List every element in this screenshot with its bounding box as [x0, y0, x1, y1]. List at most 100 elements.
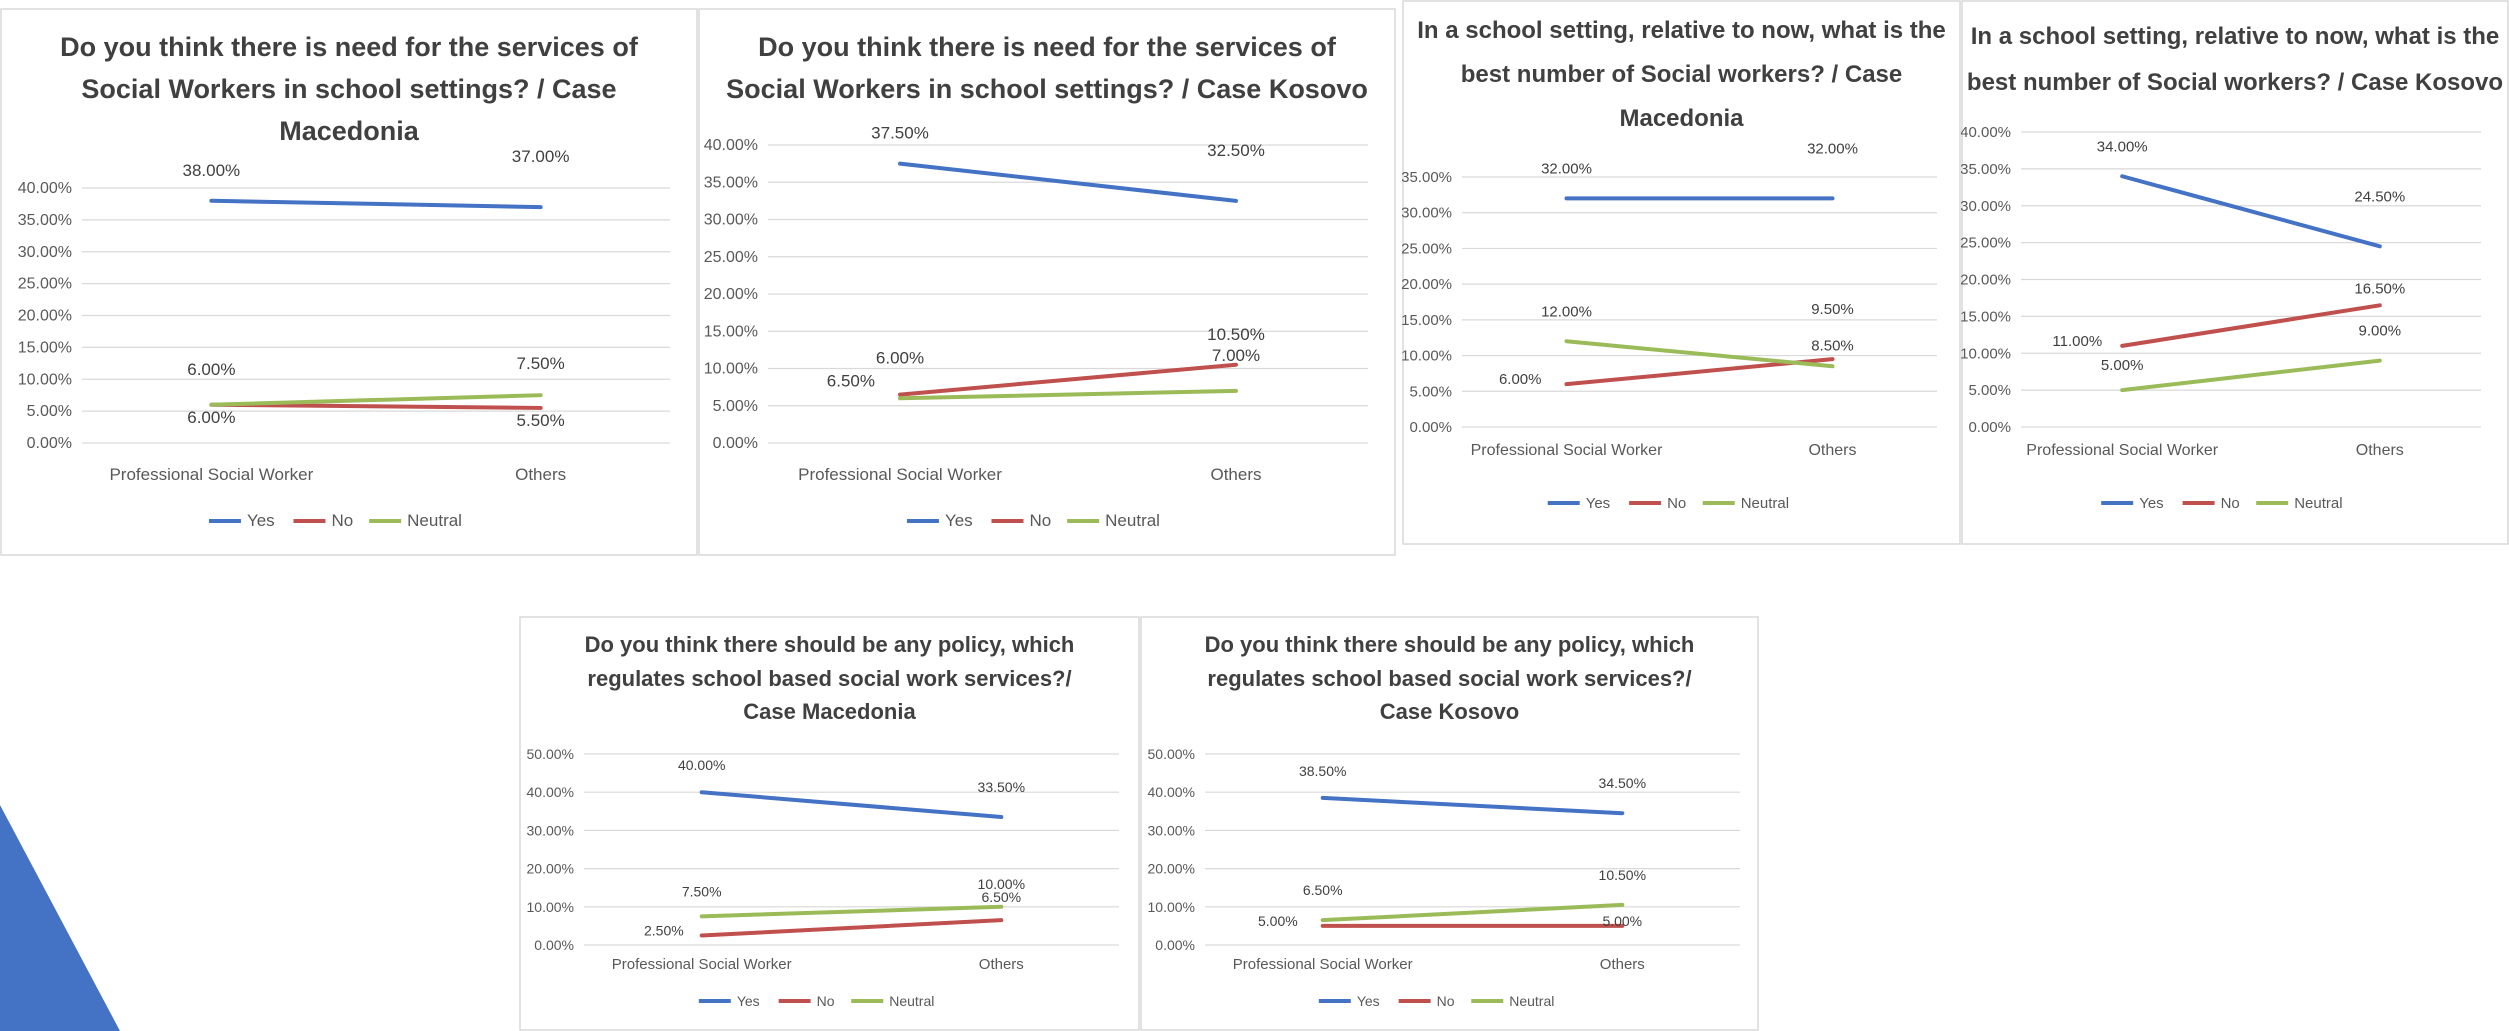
chart-title: regulates school based social work servi…: [587, 666, 1071, 691]
chart-title: Do you think there is need for the servi…: [60, 32, 639, 62]
data-label: 6.50%: [1303, 882, 1343, 898]
data-label: 10.50%: [1599, 867, 1646, 883]
data-label: 9.00%: [2359, 323, 2402, 340]
data-label: 11.00%: [2052, 333, 2102, 350]
x-category-label: Professional Social Worker: [109, 465, 313, 484]
y-tick-label: 15.00%: [18, 339, 72, 356]
y-tick-label: 10.00%: [704, 361, 758, 378]
x-category-label: Others: [1210, 465, 1261, 484]
x-category-label: Professional Social Worker: [1233, 956, 1413, 973]
y-tick-label: 40.00%: [18, 180, 72, 197]
x-category-label: Others: [1600, 956, 1645, 973]
data-label: 33.50%: [978, 779, 1025, 795]
chart-6-svg: Do you think there should be any policy,…: [1140, 616, 1759, 1031]
data-label: 5.00%: [1258, 913, 1298, 929]
y-tick-label: 0.00%: [713, 435, 758, 452]
chart-panel-3: In a school setting, relative to now, wh…: [1402, 0, 1961, 545]
chart-frame: [1961, 0, 2509, 545]
chart-panel-2: Do you think there is need for the servi…: [698, 8, 1396, 556]
series-line-neutral: [1320, 902, 1625, 923]
corner-triangle-shape: [0, 805, 120, 1031]
chart-1-svg: Do you think there is need for the servi…: [0, 8, 698, 556]
x-category-label: Others: [1808, 442, 1856, 459]
y-tick-label: 15.00%: [704, 323, 758, 340]
legend-entry-no: No: [817, 993, 835, 1009]
legend-entry-yes: Yes: [737, 993, 760, 1009]
data-label: 6.50%: [981, 889, 1021, 905]
data-label: 2.50%: [644, 922, 684, 938]
x-category-label: Professional Social Worker: [1471, 442, 1663, 459]
y-tick-label: 35.00%: [704, 174, 758, 191]
data-label: 34.50%: [1599, 775, 1646, 791]
legend-entry-neutral: Neutral: [1741, 495, 1789, 512]
legend-entry-yes: Yes: [1357, 993, 1380, 1009]
x-category-label: Others: [515, 465, 566, 484]
legend-entry-yes: Yes: [945, 511, 973, 530]
chart-title: best number of Social workers? / Case Ko…: [1967, 69, 2503, 96]
chart-panel-1: Do you think there is need for the servi…: [0, 8, 698, 556]
y-tick-label: 30.00%: [527, 822, 574, 838]
y-tick-label: 25.00%: [18, 276, 72, 293]
y-tick-label: 20.00%: [18, 308, 72, 325]
chart-frame: [0, 8, 698, 556]
series-line-yes: [1320, 795, 1625, 816]
y-tick-label: 50.00%: [1148, 746, 1195, 762]
chart-title: best number of Social workers? / Case: [1461, 61, 1902, 88]
y-tick-label: 40.00%: [704, 137, 758, 154]
y-tick-label: 10.00%: [1148, 899, 1195, 915]
legend-entry-no: No: [2221, 495, 2240, 512]
y-tick-label: 35.00%: [1961, 161, 2011, 178]
chart-4-svg: In a school setting, relative to now, wh…: [1961, 0, 2509, 545]
x-category-label: Others: [2356, 442, 2404, 459]
y-tick-label: 30.00%: [18, 244, 72, 261]
series-line-yes: [209, 198, 543, 210]
y-tick-label: 20.00%: [1961, 272, 2011, 289]
legend-entry-yes: Yes: [2139, 495, 2163, 512]
y-tick-label: 50.00%: [527, 746, 574, 762]
y-tick-label: 35.00%: [18, 212, 72, 229]
data-label: 5.00%: [1602, 913, 1642, 929]
series-line-yes: [699, 790, 1004, 820]
y-tick-label: 35.00%: [1402, 169, 1452, 186]
legend-entry-no: No: [331, 511, 353, 530]
data-label: 7.50%: [517, 354, 565, 373]
data-label: 6.00%: [1499, 371, 1542, 388]
y-tick-label: 30.00%: [1961, 198, 2011, 215]
x-category-label: Professional Social Worker: [798, 465, 1002, 484]
data-label: 32.00%: [1807, 140, 1858, 157]
chart-5-svg: Do you think there should be any policy,…: [519, 616, 1140, 1031]
chart-title: regulates school based social work servi…: [1207, 666, 1691, 691]
series-line-yes: [2120, 174, 2382, 249]
chart-3-svg: In a school setting, relative to now, wh…: [1402, 0, 1961, 545]
y-tick-label: 0.00%: [1409, 419, 1452, 436]
legend-entry-no: No: [1667, 495, 1686, 512]
series-line-yes: [898, 161, 1238, 203]
x-category-label: Professional Social Worker: [2026, 442, 2218, 459]
series-line-neutral: [898, 388, 1238, 401]
y-tick-label: 40.00%: [1148, 784, 1195, 800]
series-line-neutral: [699, 904, 1004, 919]
y-tick-label: 30.00%: [704, 212, 758, 229]
series-line-neutral: [209, 393, 543, 407]
legend-entry-neutral: Neutral: [1105, 511, 1160, 530]
x-category-label: Professional Social Worker: [612, 956, 792, 973]
data-label: 10.00%: [978, 876, 1025, 892]
legend-entry-neutral: Neutral: [2294, 495, 2342, 512]
y-tick-label: 15.00%: [1961, 308, 2011, 325]
data-label: 32.50%: [1207, 141, 1265, 160]
data-label: 5.50%: [517, 411, 565, 430]
legend-entry-yes: Yes: [247, 511, 275, 530]
chart-panel-5: Do you think there should be any policy,…: [519, 616, 1140, 1031]
chart-panel-4: In a school setting, relative to now, wh…: [1961, 0, 2509, 545]
chart-title: Macedonia: [1619, 105, 1744, 132]
y-tick-label: 5.00%: [1968, 382, 2011, 399]
y-tick-label: 30.00%: [1402, 205, 1452, 222]
data-label: 7.00%: [1212, 346, 1260, 365]
legend-entry-neutral: Neutral: [407, 511, 462, 530]
data-label: 32.00%: [1541, 160, 1592, 177]
y-tick-label: 15.00%: [1402, 312, 1452, 329]
chart-title: Social Workers in school settings? / Cas…: [726, 74, 1368, 104]
x-category-label: Others: [979, 956, 1024, 973]
chart-title: Do you think there is need for the servi…: [758, 32, 1337, 62]
data-label: 38.00%: [183, 161, 241, 180]
